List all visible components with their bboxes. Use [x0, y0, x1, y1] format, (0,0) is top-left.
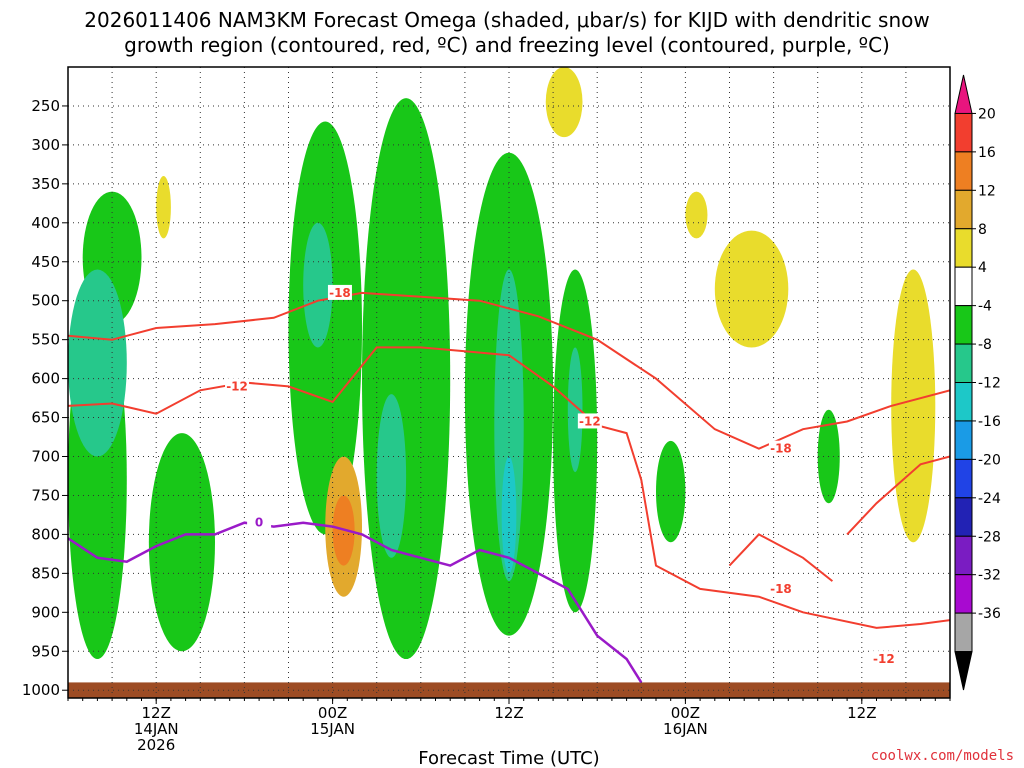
chart-title-line2: growth region (contoured, red, ºC) and f… — [124, 33, 890, 57]
colorbar-swatch-1 — [954, 112, 973, 153]
plot-area: -18 -12 -12 -18 -18 -12 0 250 300 350 400 450 500 550… — [22, 66, 951, 754]
colorbar-label-1: 16 — [978, 145, 996, 161]
contour-label-bg-3 — [768, 440, 793, 456]
colorbar-label-3: 8 — [978, 222, 987, 238]
x-axis-label: Forecast Time (UTC) — [418, 748, 599, 768]
y-tick-label-500: 500 — [31, 292, 60, 310]
colorbar-swatch-11 — [954, 497, 973, 537]
omega-region-15 — [156, 176, 171, 239]
x-tick-label-1-1: 15JAN — [310, 720, 355, 738]
y-tick-label-700: 700 — [31, 448, 60, 466]
x-tick-label-0-1: 14JAN — [134, 720, 179, 738]
colorbar-label-7: -12 — [978, 376, 1001, 392]
omega-region-18 — [714, 230, 789, 348]
colorbar-label-5: -4 — [978, 299, 992, 315]
omega-region-7 — [376, 394, 407, 558]
dgz-contour--12-3 — [846, 455, 950, 536]
contour-label-3: -18 — [770, 442, 792, 456]
omega-region-16 — [545, 67, 583, 138]
credit-text: coolwx.com/models — [871, 748, 1014, 764]
y-tick-label-750: 750 — [31, 486, 60, 504]
colorbar-label-12: -32 — [978, 568, 1001, 584]
contour-label-bg-6 — [247, 514, 272, 530]
y-tick-label-950: 950 — [31, 642, 60, 660]
contour-label-0: -18 — [329, 286, 351, 300]
contour-label-bg-5 — [871, 651, 896, 667]
colorbar-swatch-10 — [954, 458, 973, 499]
y-tick-label-850: 850 — [31, 564, 60, 582]
dgz-contour--12-1 — [68, 346, 950, 629]
colorbar-label-8: -16 — [978, 414, 1001, 430]
y-tick-label-300: 300 — [31, 136, 60, 154]
contour-label-bg-0 — [327, 284, 352, 300]
omega-region-17 — [685, 191, 708, 239]
contour-label-4: -18 — [770, 582, 792, 596]
colorbar-label-9: -20 — [978, 452, 1001, 468]
colorbar-swatch-4 — [954, 228, 973, 268]
colorbar-swatch-8 — [954, 382, 973, 422]
colorbar-label-11: -28 — [978, 529, 1001, 545]
contour-label-6: 0 — [255, 516, 263, 530]
dgz-contour--18-2 — [728, 533, 834, 582]
colorbar-label-4: 4 — [978, 260, 987, 276]
colorbar-swatch-7 — [954, 343, 973, 383]
x-tick-label-3-1: 16JAN — [663, 720, 708, 738]
dgz-contour--18-0 — [68, 291, 950, 450]
y-tick-label-900: 900 — [31, 603, 60, 621]
contour-label-bg-4 — [768, 580, 793, 596]
colorbar-swatch-0 — [954, 74, 973, 114]
freezing-level-contour — [68, 521, 643, 684]
colorbar-swatch-14 — [954, 612, 973, 653]
y-tick-label-350: 350 — [31, 175, 60, 193]
colorbar-swatch-9 — [954, 420, 973, 460]
y-tick-label-1000: 1000 — [22, 681, 60, 699]
colorbar-swatch-6 — [954, 305, 973, 345]
x-tick-label-1-0: 00Z — [318, 704, 347, 722]
y-tick-label-800: 800 — [31, 525, 60, 543]
colorbar-swatch-12 — [954, 535, 973, 576]
omega-region-9 — [494, 269, 524, 582]
contour-label-2: -12 — [579, 414, 601, 428]
contour-label-5: -12 — [873, 652, 895, 666]
omega-region-3 — [148, 433, 215, 652]
plot-clip-group: -18 -12 -12 -18 -18 -12 0 — [68, 67, 950, 698]
omega-region-19 — [891, 269, 936, 543]
omega-region-10 — [501, 456, 517, 574]
colorbar-label-10: -24 — [978, 491, 1001, 507]
omega-region-6 — [362, 98, 451, 660]
y-tick-label-650: 650 — [31, 409, 60, 427]
colorbar: 20 16 12 8 4 -4 -8 -12 -16 -20 -24 -28 -32 -36 — [954, 74, 1001, 691]
contour-label-bg-1 — [225, 378, 250, 394]
omega-region-5 — [303, 222, 333, 348]
chart-title-line1: 2026011406 NAM3KM Forecast Omega (shaded… — [84, 8, 929, 32]
y-tick-label-550: 550 — [31, 331, 60, 349]
y-tick-label-450: 450 — [31, 253, 60, 271]
contour-label-1: -12 — [226, 379, 248, 393]
colorbar-label-2: 12 — [978, 183, 996, 199]
colorbar-label-13: -36 — [978, 606, 1001, 622]
colorbar-swatch-13 — [954, 574, 973, 614]
colorbar-swatch-5 — [954, 266, 973, 307]
y-tick-label-250: 250 — [31, 97, 60, 115]
colorbar-swatch-15 — [954, 651, 973, 691]
omega-region-13 — [656, 440, 686, 543]
x-tick-label-4-0: 12Z — [847, 704, 876, 722]
y-tick-label-600: 600 — [31, 370, 60, 388]
colorbar-swatch-2 — [954, 151, 973, 191]
colorbar-swatch-3 — [954, 189, 973, 230]
omega-region-2 — [68, 269, 127, 457]
y-tick-label-400: 400 — [31, 214, 60, 232]
colorbar-label-6: -8 — [978, 337, 992, 353]
x-tick-label-0-2: 2026 — [137, 736, 175, 754]
x-tick-label-3-0: 00Z — [671, 704, 700, 722]
contour-label-bg-2 — [577, 413, 602, 429]
x-tick-label-2-0: 12Z — [494, 704, 523, 722]
colorbar-label-0: 20 — [978, 106, 996, 122]
x-tick-label-0-0: 12Z — [142, 704, 171, 722]
